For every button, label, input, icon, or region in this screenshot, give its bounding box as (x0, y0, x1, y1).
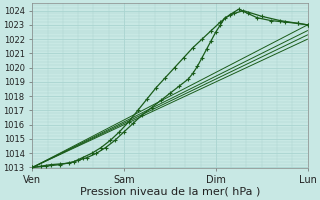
X-axis label: Pression niveau de la mer( hPa ): Pression niveau de la mer( hPa ) (80, 187, 260, 197)
